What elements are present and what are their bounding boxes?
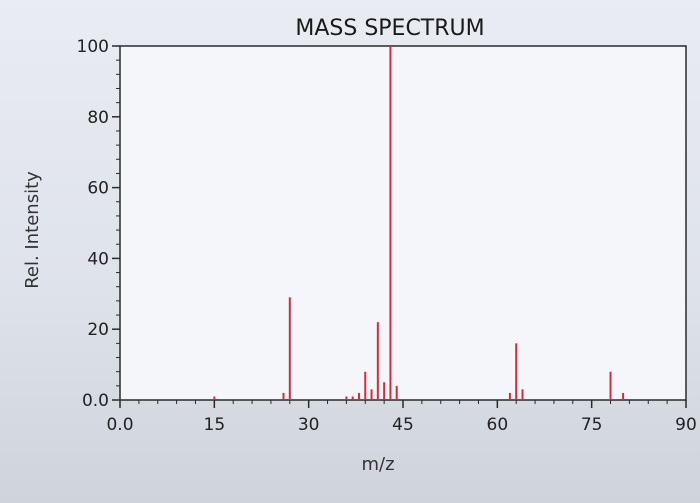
y-tick-label: 0.0 xyxy=(82,391,109,411)
y-tick-label: 20 xyxy=(87,320,109,340)
y-tick-label: 80 xyxy=(87,108,109,128)
x-axis-title: m/z xyxy=(361,454,394,475)
x-axis: 0.0 15 30 45 60 75 90 xyxy=(106,400,697,435)
peak-bars xyxy=(213,46,625,400)
plot-area xyxy=(119,45,687,401)
chart-title: MASS SPECTRUM xyxy=(295,16,484,41)
y-axis-title: Rel. Intensity xyxy=(22,171,43,289)
y-tick-label: 40 xyxy=(87,249,109,269)
x-tick-label: 15 xyxy=(204,415,226,435)
x-tick-label: 90 xyxy=(675,415,697,435)
x-tick-label: 45 xyxy=(392,415,414,435)
y-tick-label: 100 xyxy=(77,37,109,57)
y-axis: 0.0 20 40 60 80 100 xyxy=(77,37,120,411)
x-tick-label: 60 xyxy=(487,415,509,435)
y-tick-label: 60 xyxy=(87,179,109,199)
x-tick-label: 30 xyxy=(298,415,320,435)
x-tick-label: 0.0 xyxy=(106,415,133,435)
x-tick-label: 75 xyxy=(581,415,603,435)
